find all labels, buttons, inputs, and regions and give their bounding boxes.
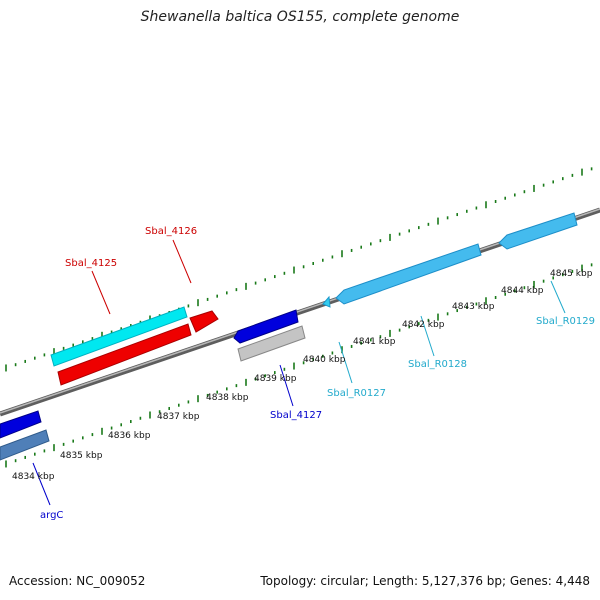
scale-label-4835: 4835 kbp bbox=[60, 451, 103, 461]
label-sbal-r0128: Sbal_R0128 bbox=[408, 359, 467, 370]
scale-label-4841: 4841 kbp bbox=[353, 337, 396, 347]
scale-label-4843: 4843 kbp bbox=[452, 302, 495, 312]
rrna-sbal-r0128[interactable] bbox=[335, 243, 482, 305]
scale-label-4839: 4839 kbp bbox=[254, 374, 297, 384]
callout-sbal-r0128 bbox=[420, 315, 435, 357]
gene-argc-pair[interactable] bbox=[0, 429, 50, 461]
scale-label-4845: 4845 kbp bbox=[550, 269, 593, 279]
callout-argc bbox=[32, 462, 51, 506]
scale-label-4842: 4842 kbp bbox=[402, 320, 445, 330]
gene-sbal-4127-pair[interactable] bbox=[237, 325, 306, 362]
gene-argc[interactable] bbox=[0, 410, 42, 439]
callout-sbal-r0129 bbox=[550, 280, 566, 314]
label-sbal-r0129: Sbal_R0129 bbox=[536, 316, 595, 327]
callout-sbal-4127 bbox=[279, 364, 294, 407]
footer-accession: Accession: NC_009052 bbox=[9, 574, 146, 588]
scale-label-4844: 4844 kbp bbox=[501, 286, 544, 296]
scale-label-4836: 4836 kbp bbox=[108, 431, 151, 441]
inner-scale-track bbox=[5, 263, 593, 468]
label-argc: argC bbox=[40, 510, 63, 521]
scale-label-4837: 4837 kbp bbox=[157, 412, 200, 422]
label-sbal-r0127: Sbal_R0127 bbox=[327, 388, 386, 399]
scale-label-4840: 4840 kbp bbox=[303, 355, 346, 365]
callout-sbal-r0127 bbox=[338, 341, 353, 384]
callout-sbal-4125 bbox=[91, 270, 111, 315]
rrna-sbal-r0127[interactable] bbox=[322, 295, 331, 308]
rrna-sbal-r0129[interactable] bbox=[498, 212, 578, 250]
map-title: Shewanella baltica OS155, complete genom… bbox=[140, 9, 460, 25]
gene-sbal-4125[interactable] bbox=[50, 306, 188, 367]
footer-stats: Topology: circular; Length: 5,127,376 bp… bbox=[260, 574, 590, 588]
gene-sbal-4127[interactable] bbox=[233, 309, 299, 344]
label-sbal-4126: Sbal_4126 bbox=[145, 226, 197, 237]
gene-sbal-4126-a[interactable] bbox=[57, 323, 192, 386]
scale-label-4838: 4838 kbp bbox=[206, 393, 249, 403]
callout-sbal-4126 bbox=[172, 239, 192, 284]
gene-sbal-4126-b[interactable] bbox=[189, 310, 219, 333]
label-sbal-4127: Sbal_4127 bbox=[270, 410, 322, 421]
label-sbal-4125: Sbal_4125 bbox=[65, 258, 117, 269]
scale-label-4834: 4834 kbp bbox=[12, 472, 55, 482]
